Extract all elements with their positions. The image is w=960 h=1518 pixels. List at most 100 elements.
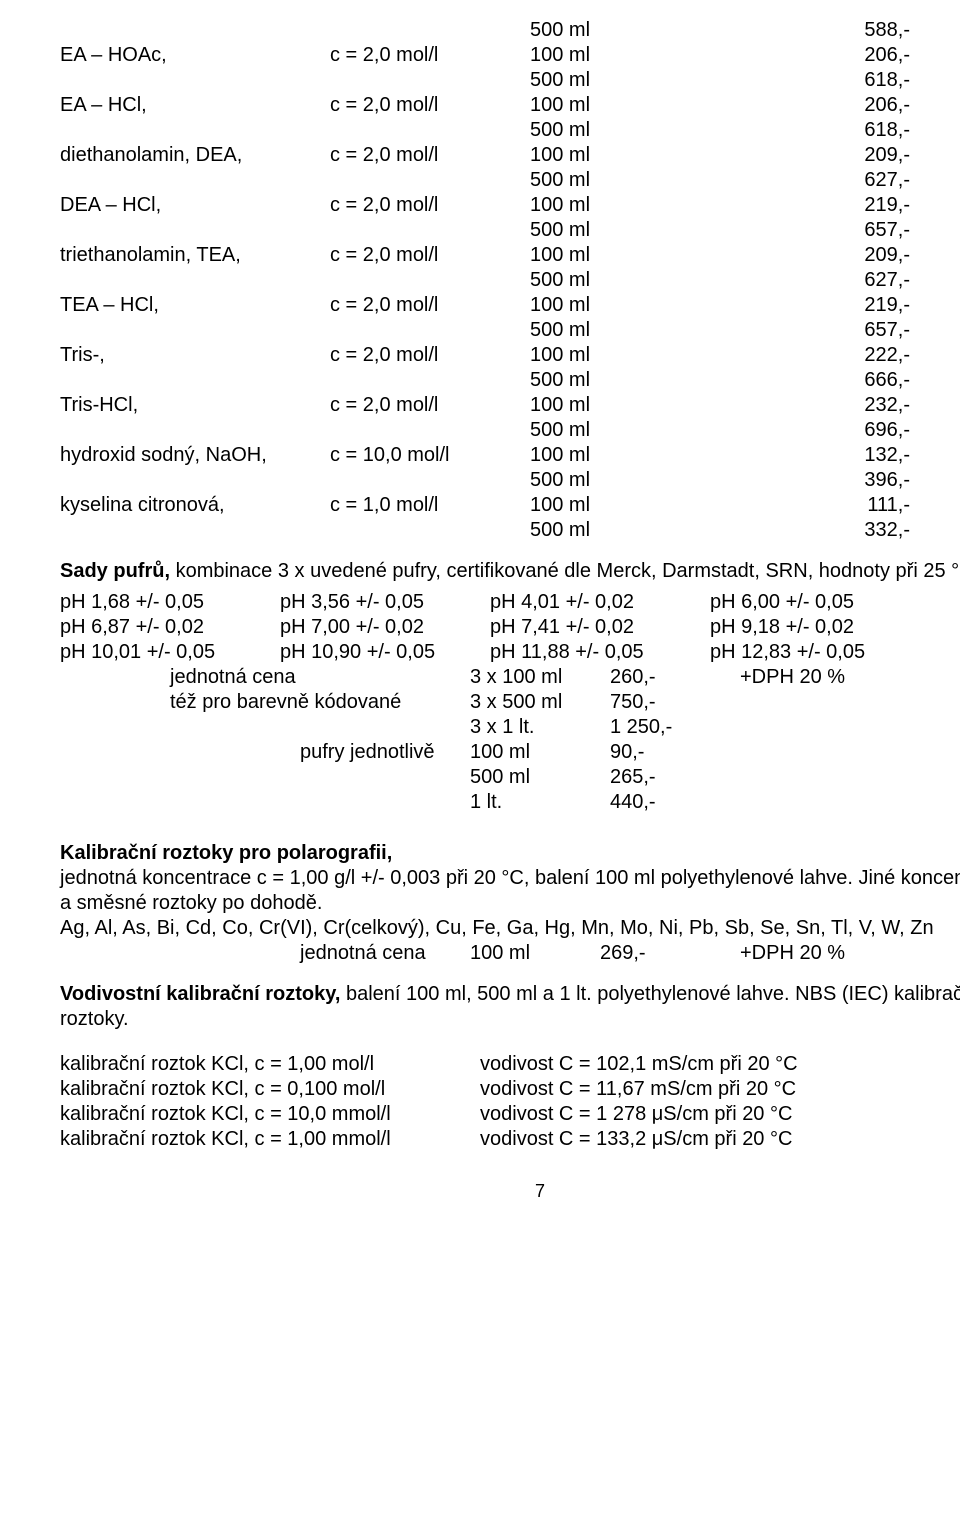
chem-vol: 500 ml [530,318,750,343]
cal-left: kalibrační roztok KCl, c = 1,00 mol/l [60,1052,480,1077]
singly-price: 265,- [610,765,740,790]
polar-body1: jednotná koncentrace c = 1,00 g/l +/- 0,… [60,866,960,916]
chem-name [60,118,330,143]
chem-price: 219,- [750,293,910,318]
unit-extra [740,715,910,740]
chem-price: 206,- [750,93,910,118]
chem-vol: 100 ml [530,243,750,268]
singly-vol: 500 ml [470,765,610,790]
chem-conc: c = 2,0 mol/l [330,393,530,418]
ph-grid: pH 1,68 +/- 0,05pH 3,56 +/- 0,05pH 4,01 … [60,590,910,665]
chem-vol: 100 ml [530,43,750,68]
chem-vol: 100 ml [530,343,750,368]
table-row: 500 ml666,- [60,368,910,393]
chem-conc [330,268,530,293]
table-row: 500 ml618,- [60,118,910,143]
singly-row: pufry jednotlivě100 ml90,- [60,740,910,765]
chem-name: EA – HCl, [60,93,330,118]
unit-row: též pro barevně kódované3 x 500 ml750,- [60,690,910,715]
unit-label [170,715,470,740]
sady-rest: kombinace 3 x uvedené pufry, certifikova… [170,560,960,582]
chem-conc: c = 2,0 mol/l [330,243,530,268]
chem-name: DEA – HCl, [60,193,330,218]
page-number: 7 [60,1180,960,1203]
unit-vol: 3 x 1 lt. [470,715,610,740]
chem-name [60,268,330,293]
table-row: 500 ml332,- [60,518,910,543]
chem-conc: c = 2,0 mol/l [330,93,530,118]
unit-label: též pro barevně kódované [170,690,470,715]
singly-label: pufry jednotlivě [300,740,470,765]
chem-conc [330,68,530,93]
unit-vol: 3 x 500 ml [470,690,610,715]
chem-name [60,368,330,393]
unit-price-table: jednotná cena3 x 100 ml260,-+DPH 20 %též… [60,665,910,740]
table-row: 500 ml396,- [60,468,910,493]
unit-row: jednotná cena3 x 100 ml260,-+DPH 20 % [60,665,910,690]
polar-price-row: jednotná cena 100 ml 269,- +DPH 20 % [60,941,910,966]
chem-vol: 500 ml [530,18,750,43]
chem-vol: 500 ml [530,418,750,443]
table-row: 500 ml657,- [60,218,910,243]
polar-price-extra: +DPH 20 % [740,941,910,966]
cal-row: kalibrační roztok KCl, c = 1,00 mmol/lvo… [60,1127,910,1152]
chem-name: Tris-HCl, [60,393,330,418]
chem-vol: 100 ml [530,143,750,168]
table-row: 500 ml627,- [60,168,910,193]
chem-price: 618,- [750,68,910,93]
chem-price: 627,- [750,268,910,293]
sady-paragraph: Sady pufrů, kombinace 3 x uvedené pufry,… [60,559,960,584]
ph-cell: pH 7,00 +/- 0,02 [280,615,490,640]
cal-row: kalibrační roztok KCl, c = 10,0 mmol/lvo… [60,1102,910,1127]
chem-vol: 500 ml [530,268,750,293]
polar-body2: Ag, Al, As, Bi, Cd, Co, Cr(VI), Cr(celko… [60,916,960,941]
chem-price: 696,- [750,418,910,443]
table-row: EA – HCl,c = 2,0 mol/l100 ml206,- [60,93,910,118]
chem-conc: c = 2,0 mol/l [330,43,530,68]
unit-extra: +DPH 20 % [740,665,910,690]
chem-vol: 100 ml [530,93,750,118]
chem-conc: c = 2,0 mol/l [330,143,530,168]
chem-price: 209,- [750,143,910,168]
table-row: 500 ml696,- [60,418,910,443]
chem-conc [330,468,530,493]
cal-right: vodivost C = 133,2 μS/cm při 20 °C [480,1127,910,1152]
cal-right: vodivost C = 1 278 μS/cm při 20 °C [480,1102,910,1127]
ph-cell: pH 4,01 +/- 0,02 [490,590,710,615]
chem-name: hydroxid sodný, NaOH, [60,443,330,468]
chem-conc [330,118,530,143]
cal-left: kalibrační roztok KCl, c = 1,00 mmol/l [60,1127,480,1152]
cal-right: vodivost C = 11,67 mS/cm při 20 °C [480,1077,910,1102]
chem-price: 657,- [750,318,910,343]
chem-price: 206,- [750,43,910,68]
chem-vol: 500 ml [530,368,750,393]
chem-conc: c = 10,0 mol/l [330,443,530,468]
ph-cell: pH 12,83 +/- 0,05 [710,640,910,665]
table-row: 500 ml627,- [60,268,910,293]
cal-rows-table: kalibrační roztok KCl, c = 1,00 mol/lvod… [60,1052,910,1152]
chem-price: 132,- [750,443,910,468]
unit-vol: 3 x 100 ml [470,665,610,690]
chem-name: diethanolamin, DEA, [60,143,330,168]
cal-row: kalibrační roztok KCl, c = 0,100 mol/lvo… [60,1077,910,1102]
chem-name [60,18,330,43]
chem-vol: 500 ml [530,68,750,93]
table-row: DEA – HCl,c = 2,0 mol/l100 ml219,- [60,193,910,218]
table-row: 500 ml588,- [60,18,910,43]
ph-row: pH 10,01 +/- 0,05pH 10,90 +/- 0,05pH 11,… [60,640,910,665]
singly-price: 440,- [610,790,740,815]
chem-name [60,218,330,243]
table-row: Tris-,c = 2,0 mol/l100 ml222,- [60,343,910,368]
chem-price: 657,- [750,218,910,243]
polar-heading: Kalibrační roztoky pro polarografii, [60,841,960,866]
singly-row: 1 lt.440,- [60,790,910,815]
chem-price: 222,- [750,343,910,368]
table-row: 500 ml618,- [60,68,910,93]
polar-price-vol: 100 ml [470,941,600,966]
chem-name [60,418,330,443]
chem-vol: 500 ml [530,518,750,543]
ph-cell: pH 6,00 +/- 0,05 [710,590,910,615]
chem-name: triethanolamin, TEA, [60,243,330,268]
unit-price: 260,- [610,665,740,690]
ph-cell: pH 3,56 +/- 0,05 [280,590,490,615]
